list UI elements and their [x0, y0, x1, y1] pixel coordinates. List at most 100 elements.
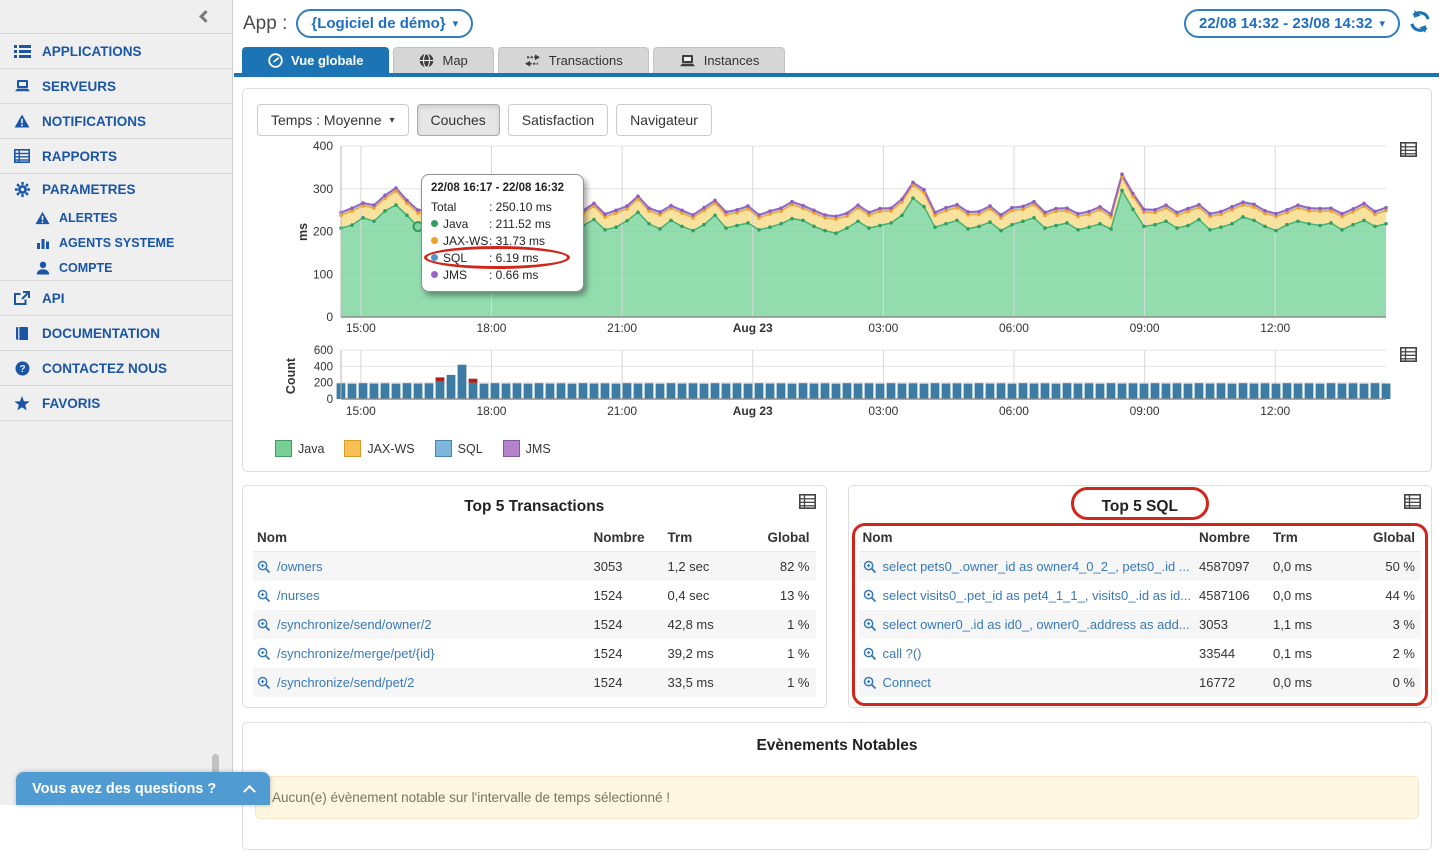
magnifier-icon[interactable] — [863, 589, 877, 603]
legend-item-jms: JMS — [503, 440, 551, 457]
gauge-icon — [268, 53, 283, 68]
magnifier-icon[interactable] — [257, 560, 271, 574]
panel-title: Top 5 Transactions — [253, 494, 816, 524]
table-view-icon[interactable] — [1400, 142, 1417, 162]
table-cell: 2 % — [1363, 639, 1421, 668]
tab-instances[interactable]: Instances — [653, 47, 786, 73]
server-icon — [13, 79, 31, 93]
table-cell: 3053 — [1195, 610, 1269, 639]
legend-item-jax-ws: JAX-WS — [344, 440, 414, 457]
chat-widget[interactable]: Vous avez des questions ? — [16, 772, 270, 805]
tab-vue-globale[interactable]: Vue globale — [242, 47, 389, 73]
view-button-couches[interactable]: Couches — [417, 104, 500, 136]
column-header: Trm — [664, 524, 758, 552]
magnifier-icon[interactable] — [257, 676, 271, 690]
app-selector[interactable]: {Logiciel de démo} ▾ — [296, 9, 473, 38]
tab-map[interactable]: Map — [393, 47, 493, 73]
sidebar-item-agents-systeme[interactable]: AGENTS SYSTEME — [0, 230, 232, 255]
svg-text:18:00: 18:00 — [476, 404, 506, 418]
table-view-icon[interactable] — [1400, 347, 1417, 367]
row-link[interactable]: /synchronize/send/pet/2 — [277, 675, 414, 690]
sidebar-item-rapports[interactable]: RAPPORTS — [0, 139, 232, 174]
table-cell: 1,2 sec — [664, 552, 758, 582]
view-button-satisfaction[interactable]: Satisfaction — [508, 104, 608, 136]
row-link[interactable]: /owners — [277, 559, 323, 574]
svg-text:0: 0 — [326, 310, 333, 324]
sidebar-item-favoris[interactable]: FAVORIS — [0, 386, 232, 421]
sidebar-collapse-button[interactable] — [0, 0, 232, 34]
legend-swatch — [275, 440, 292, 457]
row-link[interactable]: call ?() — [883, 646, 922, 661]
magnifier-icon[interactable] — [257, 618, 271, 632]
row-link[interactable]: select owner0_.id as id0_, owner0_.addre… — [883, 617, 1190, 632]
sidebar-item-notifications[interactable]: NOTIFICATIONS — [0, 104, 232, 139]
series-dot — [431, 237, 438, 244]
svg-text:Aug 23: Aug 23 — [733, 404, 773, 418]
refresh-icon[interactable] — [1407, 9, 1433, 39]
sidebar-item-documentation[interactable]: DOCUMENTATION — [0, 316, 232, 351]
tooltip-row-jax-ws: JAX-WS: 31.73 ms — [431, 232, 574, 249]
sidebar-item-compte[interactable]: COMPTE — [0, 255, 232, 280]
svg-text:400: 400 — [314, 361, 333, 373]
svg-text:?: ? — [19, 364, 25, 375]
sidebar-item-serveurs[interactable]: SERVEURS — [0, 69, 232, 104]
row-link[interactable]: Connect — [883, 675, 931, 690]
view-button-navigateur[interactable]: Navigateur — [616, 104, 712, 136]
svg-text:400: 400 — [313, 140, 333, 153]
row-link[interactable]: /synchronize/send/owner/2 — [277, 617, 432, 632]
sidebar-item-label: DOCUMENTATION — [42, 326, 160, 341]
caret-down-icon: ▾ — [390, 115, 395, 126]
book-icon — [13, 326, 31, 341]
sidebar-item-contactez-nous[interactable]: ?CONTACTEZ NOUS — [0, 351, 232, 386]
svg-text:15:00: 15:00 — [346, 404, 376, 418]
table-view-icon[interactable] — [1404, 494, 1421, 514]
magnifier-icon[interactable] — [863, 618, 877, 632]
globe-icon — [419, 53, 434, 68]
table-cell: 42,8 ms — [664, 610, 758, 639]
series-dot — [431, 271, 438, 278]
report-icon — [13, 149, 31, 163]
time-mode-selector[interactable]: Temps : Moyenne▾ — [257, 104, 409, 136]
svg-text:Count: Count — [284, 357, 298, 394]
tooltip-row-sql: SQL: 6.19 ms — [431, 249, 574, 266]
svg-text:100: 100 — [313, 267, 333, 281]
magnifier-icon[interactable] — [257, 647, 271, 661]
magnifier-icon[interactable] — [863, 560, 877, 574]
sidebar-item-applications[interactable]: APPLICATIONS — [0, 34, 232, 69]
svg-text:18:00: 18:00 — [476, 321, 506, 335]
series-dot — [431, 220, 438, 227]
date-range-selector[interactable]: 22/08 14:32 - 23/08 14:32 ▾ — [1184, 9, 1400, 38]
row-link[interactable]: /nurses — [277, 588, 320, 603]
magnifier-icon[interactable] — [863, 647, 877, 661]
table-view-icon[interactable] — [799, 494, 816, 514]
sidebar-item-alertes[interactable]: ALERTES — [0, 205, 232, 230]
gear-icon — [13, 181, 31, 198]
table-cell: 16772 — [1195, 668, 1269, 697]
row-link[interactable]: select visits0_.pet_id as pet4_1_1_, vis… — [883, 588, 1192, 603]
sidebar-item-label: AGENTS SYSTEME — [59, 236, 174, 250]
warning-icon — [13, 114, 31, 128]
svg-text:06:00: 06:00 — [999, 321, 1029, 335]
caret-down-icon: ▾ — [453, 17, 459, 30]
table-cell: 33544 — [1195, 639, 1269, 668]
tooltip-row-jms: JMS: 0.66 ms — [431, 266, 574, 283]
magnifier-icon[interactable] — [257, 589, 271, 603]
legend-item-java: Java — [275, 440, 324, 457]
table-cell: 1524 — [590, 610, 664, 639]
tooltip-title: 22/08 16:17 - 22/08 16:32 — [431, 182, 574, 194]
tab-transactions[interactable]: Transactions — [498, 47, 649, 73]
sidebar-item-parametres[interactable]: PARAMETRES — [0, 174, 232, 205]
tab-label: Map — [442, 53, 467, 68]
magnifier-icon[interactable] — [863, 676, 877, 690]
row-link[interactable]: /synchronize/merge/pet/{id} — [277, 646, 435, 661]
table-cell: 3053 — [590, 552, 664, 582]
sidebar-item-api[interactable]: API — [0, 281, 232, 316]
table-cell: 50 % — [1363, 552, 1421, 582]
row-link[interactable]: select pets0_.owner_id as owner4_0_2_, p… — [883, 559, 1190, 574]
